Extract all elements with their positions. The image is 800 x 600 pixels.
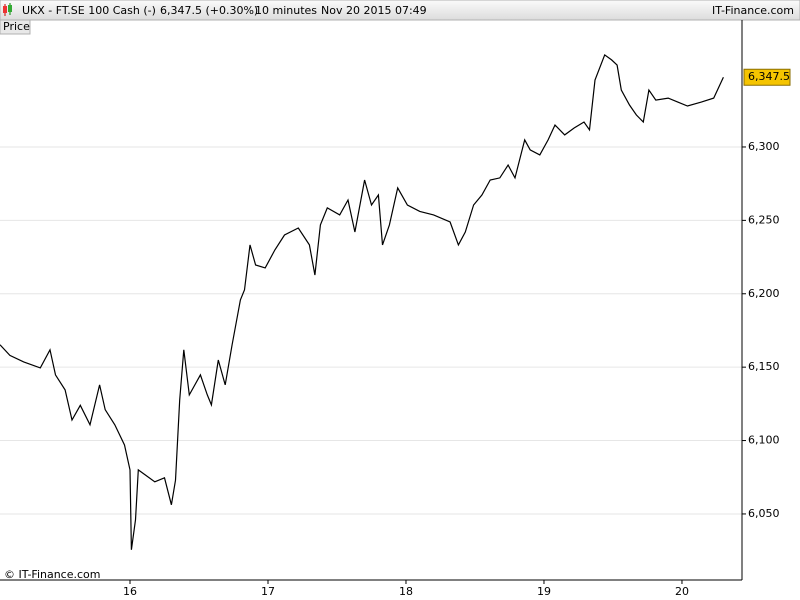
- y-tick-label: 6,100: [748, 434, 780, 447]
- x-tick-label: 20: [675, 585, 689, 598]
- copyright: © IT-Finance.com: [4, 568, 101, 581]
- price-line: [0, 53, 724, 550]
- y-tick-label: 6,200: [748, 287, 780, 300]
- y-tick-label: 6,300: [748, 140, 780, 153]
- y-tick-label: 6,150: [748, 360, 780, 373]
- header-timestamp: Nov 20 2015 07:49: [321, 4, 427, 17]
- x-tick-label: 19: [537, 585, 551, 598]
- header-bar: [0, 0, 800, 21]
- x-tick-label: 18: [399, 585, 413, 598]
- panel-label: Price: [3, 20, 30, 33]
- x-tick-label: 16: [123, 585, 137, 598]
- x-tick-label: 17: [261, 585, 275, 598]
- price-tag: [743, 68, 791, 86]
- panel-label-box: [0, 19, 31, 35]
- header-symbol: UKX - FT.SE 100 Cash (-): [22, 4, 156, 17]
- y-tick-label: 6,250: [748, 213, 780, 226]
- icon: [3, 3, 12, 16]
- header-interval: 10 minutes: [255, 4, 317, 17]
- header-brand: IT-Finance.com: [712, 4, 794, 17]
- y-tick-label: 6,050: [748, 507, 780, 520]
- price-tag-label: 6,347.5: [748, 70, 790, 83]
- header-quote: 6,347.5 (+0.30%): [160, 4, 258, 17]
